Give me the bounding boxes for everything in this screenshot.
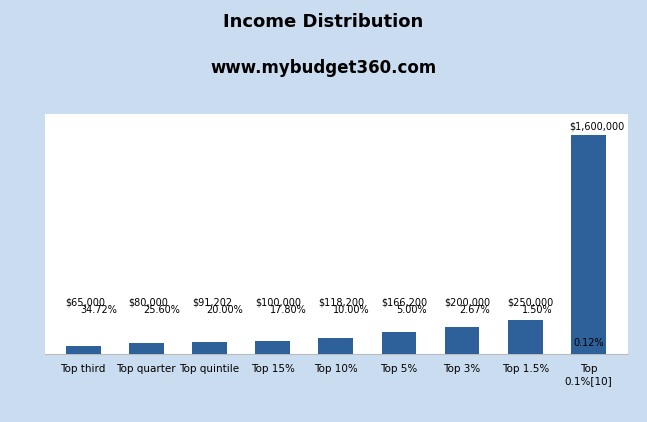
Bar	[66, 346, 100, 354]
Text: $166,200: $166,200	[381, 298, 428, 308]
Bar	[382, 332, 416, 354]
Bar	[256, 341, 290, 354]
Text: $80,000: $80,000	[129, 298, 168, 308]
Text: $250,000: $250,000	[508, 298, 554, 308]
Text: 1.50%: 1.50%	[522, 305, 553, 315]
Text: 20.00%: 20.00%	[206, 305, 243, 315]
Text: Income Distribution: Income Distribution	[223, 13, 424, 31]
Bar	[192, 342, 227, 354]
Text: 0.12%: 0.12%	[573, 338, 604, 348]
Text: 10.00%: 10.00%	[333, 305, 369, 315]
Text: 25.60%: 25.60%	[143, 305, 180, 315]
Text: 17.80%: 17.80%	[270, 305, 306, 315]
Text: $1,600,000: $1,600,000	[569, 122, 625, 132]
Bar	[444, 327, 479, 354]
Text: $100,000: $100,000	[255, 298, 301, 308]
Bar	[318, 338, 353, 354]
Text: $118,200: $118,200	[318, 298, 364, 308]
Text: 2.67%: 2.67%	[459, 305, 490, 315]
Text: $91,202: $91,202	[192, 298, 232, 308]
Text: $200,000: $200,000	[444, 298, 490, 308]
Text: www.mybudget360.com: www.mybudget360.com	[210, 59, 437, 77]
Text: $65,000: $65,000	[65, 298, 105, 308]
Bar	[571, 135, 606, 354]
Text: 34.72%: 34.72%	[80, 305, 117, 315]
Bar	[129, 344, 164, 354]
Bar	[508, 320, 543, 354]
Text: 5.00%: 5.00%	[396, 305, 426, 315]
